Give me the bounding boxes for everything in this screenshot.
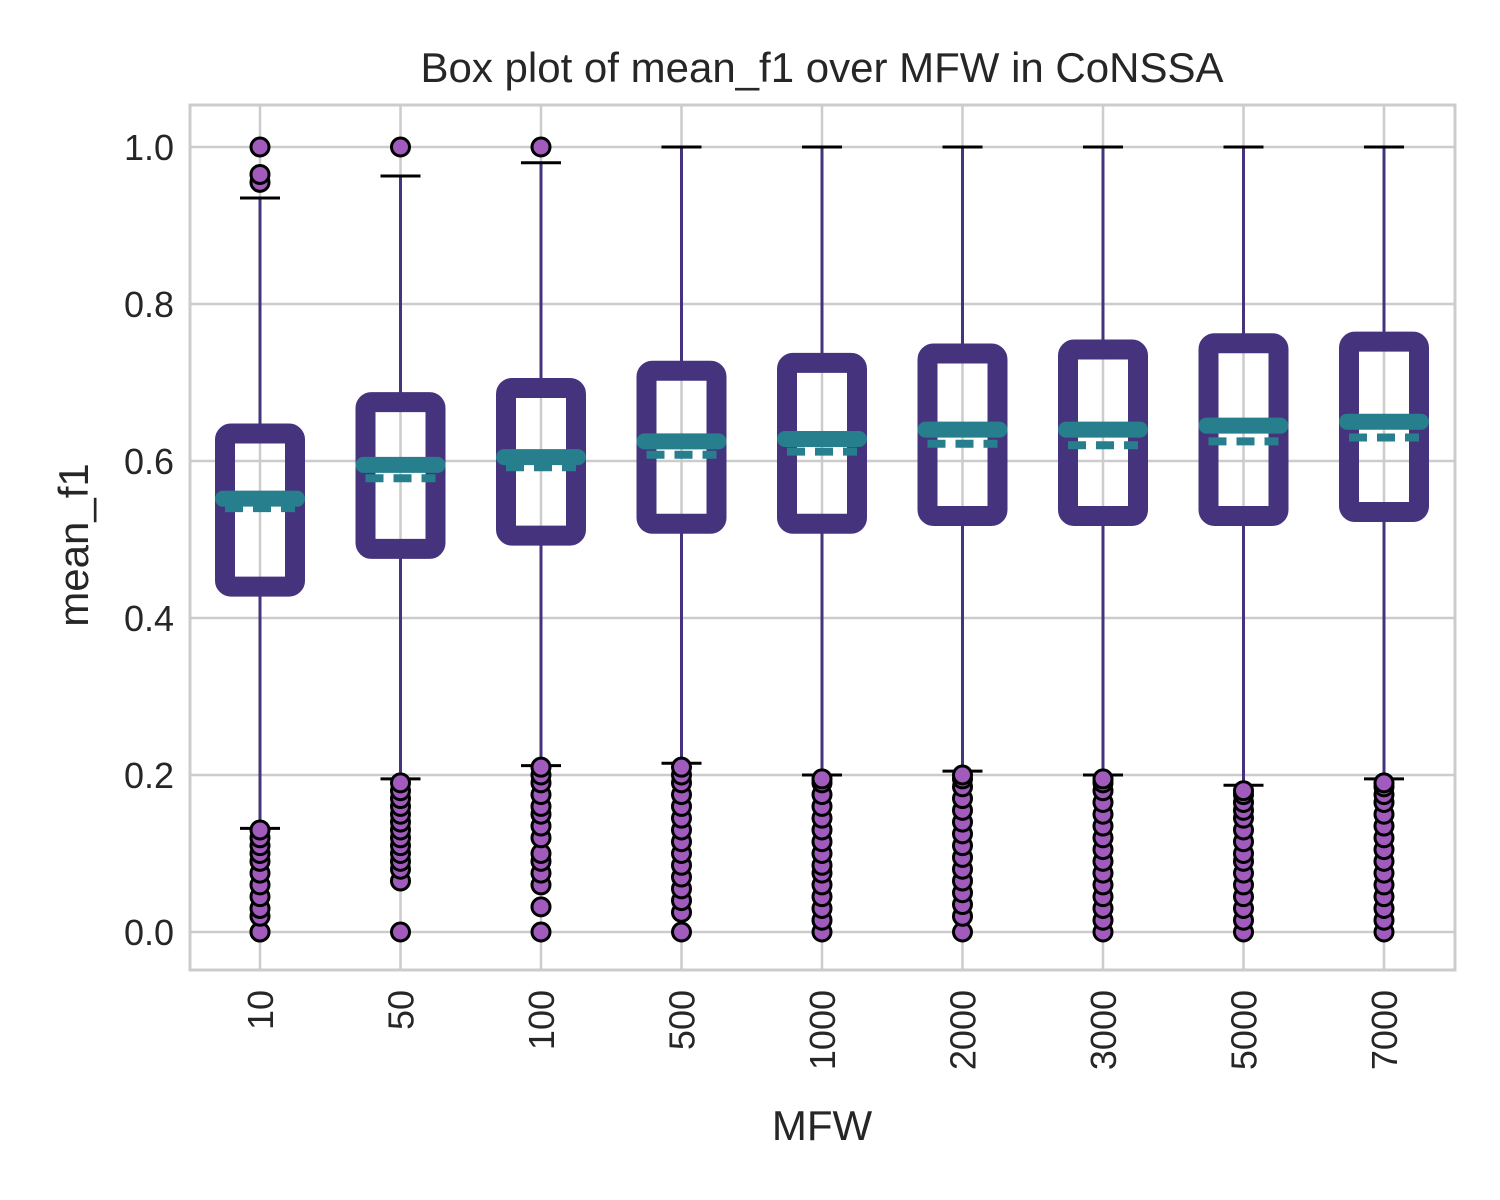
outlier-point: [1233, 780, 1254, 802]
boxes: [215, 136, 1429, 943]
outlier-point: [390, 921, 411, 943]
x-tick-label: 50: [381, 990, 422, 1030]
outlier-point: [952, 764, 973, 786]
y-tick-label: 0.8: [124, 284, 174, 325]
outlier-point: [1373, 772, 1395, 794]
outlier-point: [530, 921, 552, 943]
y-tick-label: 0.2: [124, 755, 174, 796]
box-group: [496, 136, 586, 943]
y-tick-label: 1.0: [124, 127, 174, 168]
outlier-point: [249, 819, 271, 841]
outlier-point: [530, 756, 552, 778]
x-tick-label: 3000: [1083, 990, 1124, 1070]
box-group: [1058, 145, 1148, 943]
x-tick-label: 500: [662, 990, 703, 1050]
outlier-point: [249, 163, 271, 185]
x-tick-label: 100: [521, 990, 562, 1050]
x-tick-label: 7000: [1364, 990, 1405, 1070]
chart-title: Box plot of mean_f1 over MFW in CoNSSA: [421, 44, 1224, 91]
box-group: [1198, 145, 1289, 943]
outlier-point: [811, 768, 833, 790]
outlier-point: [390, 772, 411, 794]
outlier-point: [671, 921, 692, 943]
x-tick-label: 2000: [943, 990, 984, 1070]
box-group: [917, 145, 1008, 943]
outlier-point: [1092, 768, 1114, 790]
y-tick-label: 0.0: [124, 912, 174, 953]
box-group: [355, 136, 446, 943]
box-group: [215, 136, 305, 943]
outlier-point: [530, 136, 552, 158]
x-axis-label: MFW: [772, 1102, 873, 1149]
y-tick-label: 0.6: [124, 441, 174, 482]
y-tick-label: 0.4: [124, 598, 174, 639]
x-tick-label: 5000: [1224, 990, 1265, 1070]
outlier-point: [390, 136, 411, 158]
x-tick-label: 10: [240, 990, 281, 1030]
x-tick-labels: 10 50 100 500 1000 2000 3000 5000 7000: [240, 990, 1405, 1070]
box-group: [636, 145, 727, 943]
box-group: [777, 145, 867, 943]
outlier-point: [249, 136, 271, 158]
y-axis-label: mean_f1: [50, 463, 97, 626]
outlier-point: [671, 756, 692, 778]
outlier-point: [530, 896, 552, 918]
plot-frame: [188, 103, 1457, 972]
box-group: [1339, 145, 1429, 943]
x-tick-label: 1000: [802, 990, 843, 1070]
y-tick-labels: 0.0 0.2 0.4 0.6 0.8 1.0: [124, 127, 174, 953]
